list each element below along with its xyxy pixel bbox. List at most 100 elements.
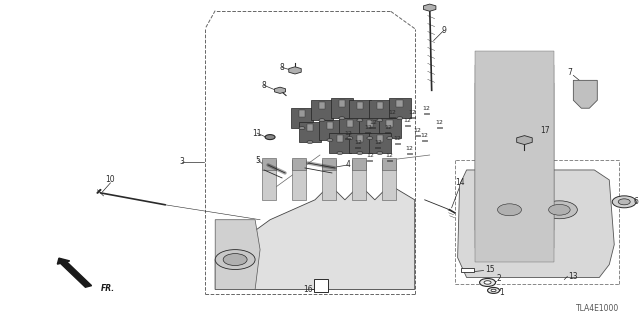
Bar [424,113,429,114]
Circle shape [319,119,325,122]
Text: 8: 8 [262,81,266,90]
Bar [475,52,554,261]
Circle shape [491,289,496,292]
Text: 13: 13 [568,272,578,281]
Bar [370,127,375,128]
Text: 15: 15 [484,265,494,274]
Circle shape [367,137,373,140]
Bar [388,98,411,118]
Text: 16: 16 [303,285,313,294]
Circle shape [397,117,403,120]
Text: 12: 12 [423,106,431,111]
Polygon shape [573,80,597,108]
Bar [299,110,305,117]
Text: TLA4E1000: TLA4E1000 [576,304,620,313]
Bar [376,135,383,142]
Bar [410,117,415,118]
Text: 6: 6 [634,197,639,206]
Bar [376,102,383,109]
Circle shape [377,152,383,155]
Bar [319,102,325,109]
Bar [337,135,343,142]
Bar [345,138,350,139]
Polygon shape [458,170,614,277]
Text: 12: 12 [344,131,352,136]
Bar [299,122,321,142]
Text: 2: 2 [496,274,501,283]
Bar [379,118,401,138]
Bar [367,120,373,127]
Bar [415,135,420,136]
Bar [322,160,336,200]
Bar [422,140,427,141]
Bar [352,160,366,200]
Bar [385,132,390,133]
Bar [365,132,370,133]
Bar [475,83,554,230]
Polygon shape [289,67,301,74]
Circle shape [337,152,343,155]
Text: 11: 11 [252,129,262,138]
Circle shape [327,139,333,141]
Text: 12: 12 [364,125,372,130]
Bar [314,279,328,292]
Bar [326,122,333,129]
Circle shape [377,119,383,122]
Text: 9: 9 [441,26,446,35]
Bar [382,160,396,200]
Polygon shape [424,4,436,11]
Bar [436,127,442,128]
Text: 5: 5 [255,156,260,164]
Bar [382,158,396,170]
Bar [291,108,313,128]
Bar [396,100,403,107]
Text: 12: 12 [384,125,392,130]
Circle shape [339,117,345,120]
Text: 10: 10 [106,175,115,184]
Bar [369,100,391,120]
Bar [407,153,412,154]
Text: 12: 12 [420,132,429,138]
Bar [347,120,353,127]
Bar [369,133,391,153]
Circle shape [265,135,275,140]
Text: 17: 17 [541,126,550,135]
Bar [322,158,336,170]
Bar [349,100,371,120]
Bar [319,120,341,140]
Text: 12: 12 [404,118,412,123]
Bar [262,160,276,200]
Bar [359,118,381,138]
Bar [375,147,380,148]
Circle shape [618,199,630,205]
Bar [292,158,306,170]
Circle shape [497,204,522,216]
Circle shape [548,204,570,215]
Bar [387,159,392,161]
Text: 3: 3 [180,157,185,166]
Bar [339,118,361,138]
Bar [352,158,366,170]
Text: FR.: FR. [100,284,115,293]
Circle shape [347,137,353,140]
Polygon shape [215,220,260,289]
Circle shape [307,140,313,144]
Bar [356,102,363,109]
Bar [356,135,363,142]
Bar [339,100,345,107]
Bar [387,120,393,127]
Circle shape [223,253,247,266]
Circle shape [357,119,363,122]
Bar [331,98,353,118]
Text: 4: 4 [346,160,350,170]
Text: 12: 12 [406,146,413,150]
Text: 12: 12 [436,120,444,125]
Bar [329,133,351,153]
FancyArrow shape [58,258,92,287]
Text: 1: 1 [499,288,504,297]
Bar [349,133,371,153]
Polygon shape [516,136,532,145]
Bar [311,100,333,120]
Circle shape [484,281,491,284]
Bar [395,143,400,144]
